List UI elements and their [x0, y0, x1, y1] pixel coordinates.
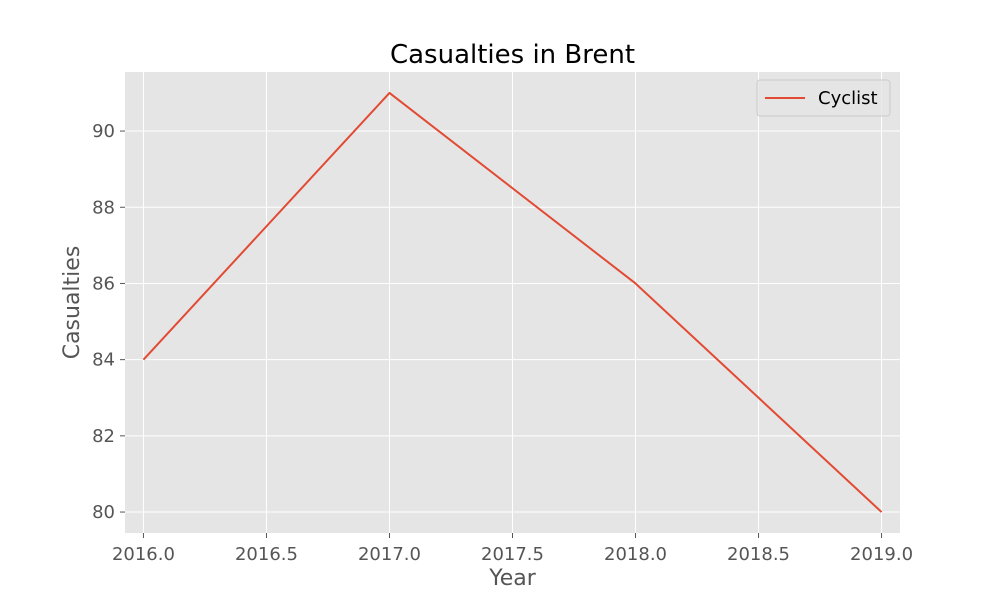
y-axis-label: Casualties	[60, 246, 85, 360]
x-tick-label: 2018.0	[604, 544, 667, 565]
x-axis-label: Year	[488, 566, 537, 591]
x-tick-label: 2019.0	[850, 544, 913, 565]
y-tick-label: 80	[92, 502, 115, 523]
x-axis-ticks: 2016.0 2016.5 2017.0 2017.5 2018.0 2018.5 2019…	[112, 533, 913, 565]
y-tick-label: 90	[92, 121, 115, 142]
y-tick-label: 86	[92, 273, 115, 294]
x-tick-label: 2018.5	[727, 544, 790, 565]
grid-lines	[125, 72, 900, 533]
x-tick-label: 2016.0	[112, 544, 175, 565]
y-tick-label: 82	[92, 426, 115, 447]
legend-label-cyclist: Cyclist	[818, 88, 878, 109]
y-tick-label: 88	[92, 197, 115, 218]
y-axis-ticks: 80 82 84 86 88 90	[92, 121, 125, 523]
legend: Cyclist	[756, 79, 891, 117]
x-tick-label: 2016.5	[235, 544, 298, 565]
y-tick-label: 84	[92, 350, 115, 371]
series-line-cyclist	[142, 91, 883, 513]
x-tick-label: 2017.0	[358, 544, 421, 565]
legend-box	[756, 79, 891, 117]
series-layer	[142, 91, 883, 513]
x-tick-label: 2017.5	[481, 544, 544, 565]
chart-title: Casualties in Brent	[390, 40, 635, 70]
